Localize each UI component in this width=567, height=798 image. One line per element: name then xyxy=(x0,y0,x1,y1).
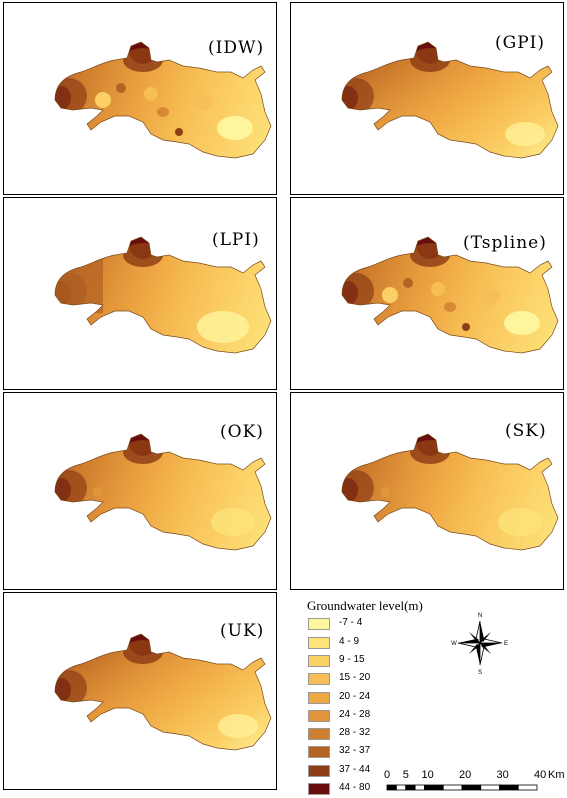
legend-label: 37 - 44 xyxy=(339,764,371,775)
legend-swatch xyxy=(308,710,330,722)
panel-label-tspline: (Tspline) xyxy=(463,233,547,253)
legend-label: 32 - 37 xyxy=(339,745,371,756)
panel-label-sk: (SK) xyxy=(505,421,547,441)
legend-label: 15 - 20 xyxy=(339,672,371,683)
scale-segment xyxy=(414,784,425,791)
panel-label-gpi: (GPI) xyxy=(495,33,545,53)
scale-segment xyxy=(442,784,463,791)
legend-row: -7 - 4 xyxy=(308,617,428,633)
panel-label-uk: (UK) xyxy=(220,621,265,641)
legend-swatch xyxy=(308,746,330,758)
panel-label-idw: (IDW) xyxy=(208,38,265,58)
legend-swatch xyxy=(308,673,330,685)
north-arrow-icon: N S E W xyxy=(451,613,508,675)
legend-row: 9 - 15 xyxy=(308,654,428,670)
legend-swatch xyxy=(308,728,330,740)
legend-row: 32 - 37 xyxy=(308,745,428,761)
scale-segment xyxy=(480,784,500,791)
basin-map xyxy=(341,41,559,159)
scale-segment xyxy=(424,784,444,791)
compass-n: N xyxy=(478,613,482,619)
scale-bar xyxy=(386,784,538,791)
scale-tick-label: 5 xyxy=(402,769,409,781)
legend-swatch xyxy=(308,655,330,667)
scale-tick-label: 20 xyxy=(459,769,472,781)
basin-map xyxy=(54,41,272,159)
scale-tick-label: 40 xyxy=(534,769,547,781)
legend-label: 20 - 24 xyxy=(339,691,371,702)
legend-label: 9 - 15 xyxy=(339,654,365,665)
legend-label: 4 - 9 xyxy=(339,636,360,647)
scale-segment xyxy=(386,784,397,791)
legend-label: 44 - 80 xyxy=(339,782,371,793)
legend-row: 15 - 20 xyxy=(308,672,428,688)
scale-tick-label: 30 xyxy=(496,769,509,781)
legend-row: 37 - 44 xyxy=(308,764,428,780)
legend-label: -7 - 4 xyxy=(339,617,363,628)
compass-s: S xyxy=(478,670,482,675)
scale-tick-label: 10 xyxy=(421,769,434,781)
scale-segment xyxy=(395,784,407,791)
basin-map xyxy=(341,236,559,354)
legend-label: 28 - 32 xyxy=(339,727,371,738)
legend-row: 28 - 32 xyxy=(308,727,428,743)
legend-row: 20 - 24 xyxy=(308,691,428,707)
panel-label-ok: (OK) xyxy=(220,422,264,442)
panel-label-lpi: (LPI) xyxy=(212,230,260,250)
basin-map xyxy=(54,433,272,551)
legend-swatch xyxy=(308,692,330,704)
scale-segment xyxy=(517,784,538,791)
legend-swatch xyxy=(308,618,330,630)
legend-swatch xyxy=(308,637,330,649)
scale-tick-label: 0 xyxy=(384,769,391,781)
basin-map xyxy=(54,633,272,751)
compass-w: W xyxy=(451,641,457,647)
basin-map xyxy=(341,433,559,551)
legend-row: 4 - 9 xyxy=(308,636,428,652)
legend-label: 24 - 28 xyxy=(339,709,371,720)
legend-swatch xyxy=(308,765,330,777)
basin-map xyxy=(54,236,272,354)
scale-segment xyxy=(405,784,416,791)
legend-title: Groundwater level(m) xyxy=(307,598,423,613)
scale-unit: Km xyxy=(548,769,565,781)
scale-segment xyxy=(499,784,519,791)
scale-segment xyxy=(461,784,482,791)
legend-swatch xyxy=(308,783,330,795)
compass-e: E xyxy=(504,641,508,647)
legend-row: 24 - 28 xyxy=(308,709,428,725)
